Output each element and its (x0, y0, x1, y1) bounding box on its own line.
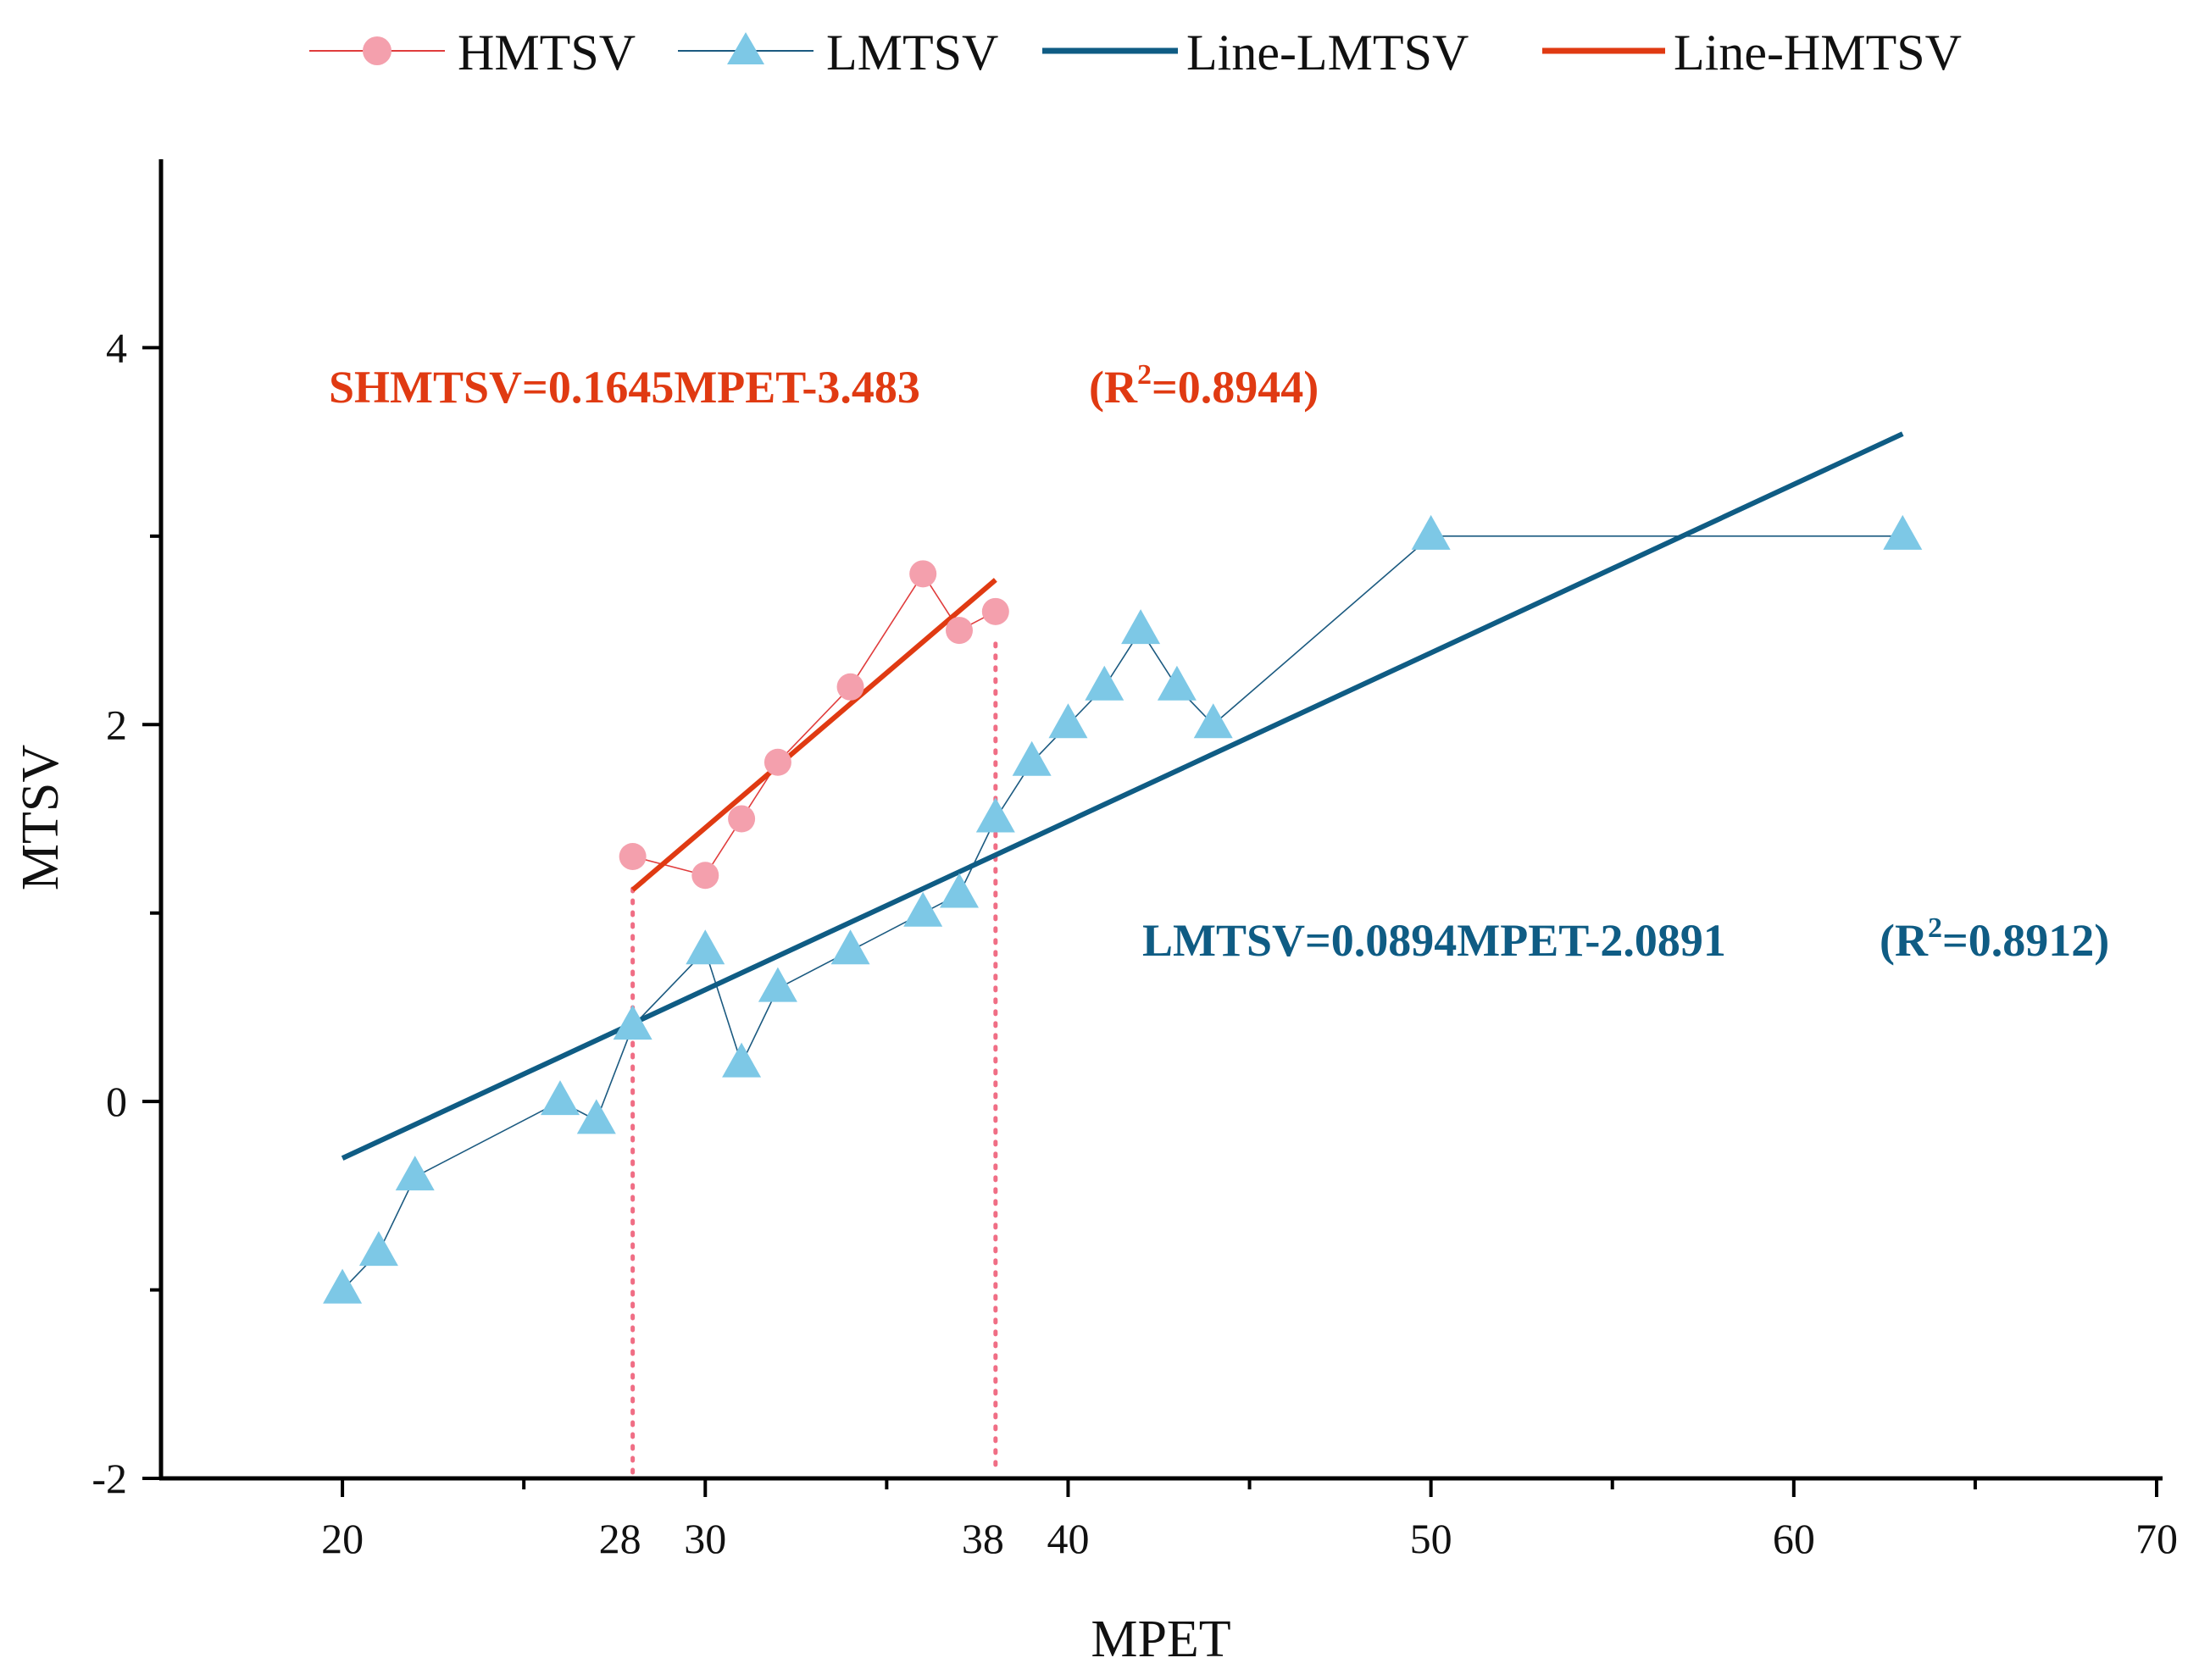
legend-hmtsv-marker (363, 36, 391, 65)
annotation-hmtsv-formula: SHMTSV=0.1645MPET-3.483 (329, 362, 920, 413)
x-highlight-label-28: 28 (599, 1515, 641, 1562)
legend-lmtsv-label: LMTSV (826, 25, 998, 80)
legend: HMTSV LMTSV Line-LMTSV Line-HMTSV (309, 25, 1962, 80)
lmtsv-point-18 (1193, 703, 1233, 739)
y-tick-label--2: -2 (92, 1455, 127, 1502)
x-tick-label-60: 60 (1773, 1515, 1815, 1562)
hmtsv-point-1 (691, 862, 719, 890)
lmtsv-point-4 (576, 1099, 616, 1134)
lmtsv-point-0 (323, 1268, 363, 1304)
markers-layer (323, 514, 1923, 1304)
hmtsv-point-0 (619, 842, 647, 870)
lmtsv-point-14 (1048, 703, 1088, 739)
lmtsv-point-5 (613, 1005, 652, 1040)
annotation-lmtsv-r-sup: 2 (1928, 912, 1942, 944)
ticks-layer (142, 346, 2158, 1497)
legend-line-hmtsv-label: Line-HMTSV (1674, 25, 1962, 80)
legend-item-line-hmtsv: Line-HMTSV (1542, 25, 1962, 80)
annotation-lmtsv-formula: LMTSV=0.0894MPET-2.0891 (1142, 915, 1726, 966)
x-highlight-label-38: 38 (962, 1515, 1004, 1562)
y-tick-label-2: 2 (106, 701, 127, 748)
series-line-lmtsv (342, 535, 1903, 1291)
series-lines-layer (342, 535, 1903, 1291)
annotation-hmtsv-r-open: (R (1089, 362, 1138, 413)
lmtsv-point-10 (903, 891, 943, 927)
annotation-hmtsv-r-sup: 2 (1137, 359, 1152, 391)
lmtsv-point-17 (1157, 665, 1197, 701)
x-axis-title: MPET (1091, 1611, 1230, 1668)
lmtsv-point-19 (1411, 514, 1451, 550)
lmtsv-point-1 (358, 1231, 398, 1267)
annotation-hmtsv-r-value: =0.8944) (1152, 362, 1319, 413)
y-tick-label-4: 4 (106, 324, 127, 371)
y-axis-title: MTSV (12, 745, 69, 890)
lmtsv-point-20 (1883, 514, 1923, 550)
x-tick-label-30: 30 (684, 1515, 726, 1562)
hmtsv-point-5 (909, 560, 937, 588)
lmtsv-point-6 (686, 929, 725, 965)
legend-item-lmtsv: LMTSV (678, 25, 998, 80)
lmtsv-point-11 (940, 873, 979, 908)
hmtsv-point-3 (764, 748, 791, 776)
lmtsv-point-16 (1121, 609, 1161, 645)
x-tick-label-50: 50 (1410, 1515, 1452, 1562)
tick-labels-layer: 20 30 40 50 60 70 -2 0 2 4 28 38 (92, 324, 2178, 1562)
fit-lines-layer (341, 431, 1904, 1161)
lmtsv-point-8 (758, 967, 797, 1002)
series-line-hmtsv (632, 572, 997, 877)
fit-line-line-hmtsv (630, 578, 997, 892)
hmtsv-point-2 (728, 805, 756, 833)
lmtsv-point-9 (830, 929, 870, 965)
lmtsv-point-13 (1012, 740, 1052, 776)
x-tick-label-20: 20 (321, 1515, 364, 1562)
lmtsv-point-7 (722, 1042, 762, 1078)
annotation-lmtsv-r-value: =0.8912) (1942, 915, 2109, 966)
axes (158, 159, 2163, 1481)
legend-item-line-lmtsv: Line-LMTSV (1042, 25, 1469, 80)
lmtsv-point-15 (1085, 665, 1124, 701)
legend-item-hmtsv: HMTSV (309, 25, 636, 80)
hmtsv-point-6 (946, 617, 973, 645)
annotation-lmtsv-equation: LMTSV=0.0894MPET-2.0891 (R2=0.8912) (1142, 912, 2109, 966)
fit-line-line-lmtsv (341, 431, 1904, 1161)
annotation-hmtsv-equation: SHMTSV=0.1645MPET-3.483 (R2=0.8944) (329, 359, 1319, 413)
legend-hmtsv-label: HMTSV (458, 25, 636, 80)
legend-line-lmtsv-label: Line-LMTSV (1186, 25, 1469, 80)
hmtsv-point-7 (981, 597, 1009, 625)
annotation-lmtsv-r-open: (R (1880, 915, 1929, 966)
lmtsv-point-2 (395, 1156, 435, 1191)
guides-layer (630, 641, 998, 1476)
y-tick-label-0: 0 (106, 1078, 127, 1125)
legend-lmtsv-marker (727, 32, 764, 64)
hmtsv-point-4 (836, 673, 864, 701)
lmtsv-point-3 (541, 1080, 580, 1116)
x-tick-label-40: 40 (1047, 1515, 1089, 1562)
lmtsv-point-12 (975, 797, 1015, 833)
x-tick-label-70: 70 (2135, 1515, 2178, 1562)
